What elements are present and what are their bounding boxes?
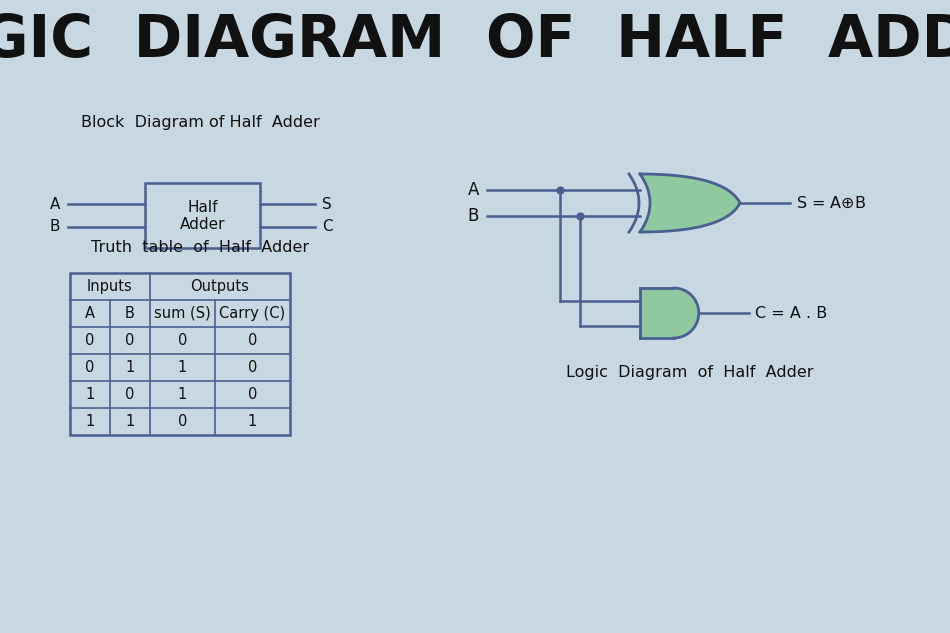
Text: Half: Half xyxy=(187,200,218,215)
Polygon shape xyxy=(640,174,740,232)
Text: 0: 0 xyxy=(178,333,187,348)
Text: 1: 1 xyxy=(125,414,135,429)
Text: S: S xyxy=(322,197,332,212)
Text: 1: 1 xyxy=(178,387,187,402)
Text: 1: 1 xyxy=(178,360,187,375)
Text: Inputs: Inputs xyxy=(87,279,133,294)
Text: B: B xyxy=(125,306,135,321)
Text: B: B xyxy=(49,219,60,234)
Text: Carry (C): Carry (C) xyxy=(219,306,286,321)
Bar xyxy=(145,183,260,248)
Text: C = A . B: C = A . B xyxy=(754,306,827,320)
Text: 1: 1 xyxy=(248,414,257,429)
Text: 0: 0 xyxy=(125,387,135,402)
Text: A: A xyxy=(467,181,479,199)
Text: Logic  Diagram  of  Half  Adder: Logic Diagram of Half Adder xyxy=(566,365,814,380)
Text: 0: 0 xyxy=(248,333,257,348)
Text: A: A xyxy=(85,306,95,321)
Bar xyxy=(70,273,290,435)
Text: Adder: Adder xyxy=(180,217,225,232)
Text: 1: 1 xyxy=(86,387,95,402)
Text: 1: 1 xyxy=(86,414,95,429)
Text: Outputs: Outputs xyxy=(191,279,250,294)
Text: S = A$\oplus$B: S = A$\oplus$B xyxy=(796,196,866,211)
Text: 0: 0 xyxy=(86,360,95,375)
Polygon shape xyxy=(640,288,699,338)
Text: 0: 0 xyxy=(86,333,95,348)
Text: A: A xyxy=(49,197,60,212)
Text: LOGIC  DIAGRAM  OF  HALF  ADDER: LOGIC DIAGRAM OF HALF ADDER xyxy=(0,13,950,70)
Text: B: B xyxy=(467,207,479,225)
Text: sum (S): sum (S) xyxy=(154,306,211,321)
Text: Block  Diagram of Half  Adder: Block Diagram of Half Adder xyxy=(81,115,319,130)
Text: 0: 0 xyxy=(248,387,257,402)
Text: 0: 0 xyxy=(248,360,257,375)
Text: Truth  table  of  Half  Adder: Truth table of Half Adder xyxy=(91,241,309,256)
Text: 0: 0 xyxy=(178,414,187,429)
Text: C: C xyxy=(322,219,332,234)
Text: 1: 1 xyxy=(125,360,135,375)
Text: 0: 0 xyxy=(125,333,135,348)
